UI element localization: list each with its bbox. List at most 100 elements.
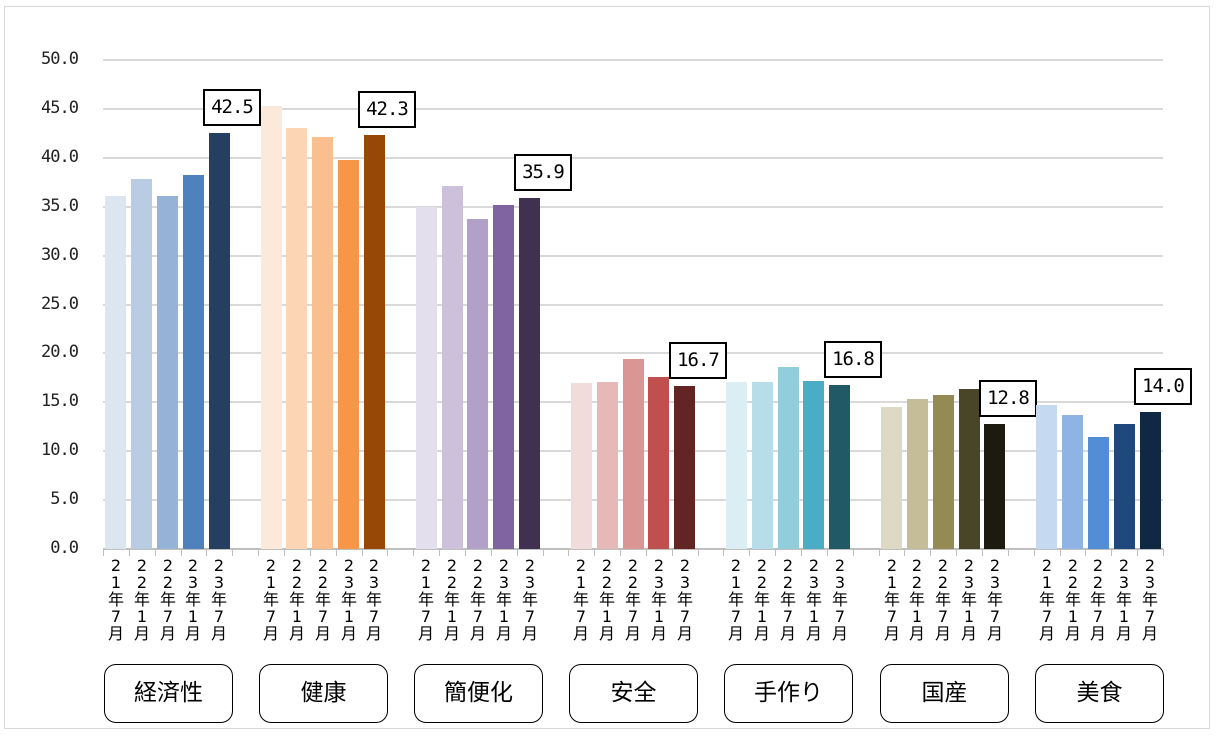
x-tick-mark — [491, 549, 492, 556]
bar-経済性-23年7月 — [209, 133, 230, 549]
y-tick-label: 20.0 — [41, 342, 79, 363]
bar-手作り-22年1月 — [752, 382, 773, 549]
x-tick-mark — [568, 549, 569, 556]
bar-簡便化-22年1月 — [442, 186, 463, 549]
bar-簡便化-23年1月 — [493, 205, 514, 549]
bar-手作り-23年1月 — [803, 381, 824, 549]
bar-経済性-22年7月 — [157, 196, 178, 549]
data-label: 12.8 — [979, 380, 1037, 417]
category-label-安全: 安全 — [569, 664, 698, 723]
x-tick-mark — [362, 549, 363, 556]
bar-国産-22年7月 — [933, 395, 954, 549]
y-tick-label: 25.0 — [41, 293, 79, 314]
bar-健康-22年7月 — [312, 137, 333, 549]
x-tick-mark — [1008, 549, 1009, 556]
bar-安全-23年1月 — [648, 377, 669, 549]
y-tick-label: 35.0 — [41, 195, 79, 216]
x-tick-mark — [749, 549, 750, 556]
x-tick-mark — [956, 549, 957, 556]
bar-手作り-21年7月 — [726, 382, 747, 549]
x-tick-mark — [1137, 549, 1138, 556]
x-tick-mark — [1034, 549, 1035, 556]
x-tick-mark — [232, 549, 233, 556]
y-tick-label: 50.0 — [41, 49, 79, 69]
bar-健康-23年7月 — [364, 135, 385, 549]
x-tick-mark — [646, 549, 647, 556]
category-label-手作り: 手作り — [724, 664, 853, 723]
x-tick-mark — [103, 549, 104, 556]
bar-安全-23年7月 — [674, 386, 695, 549]
bar-国産-23年7月 — [984, 424, 1005, 549]
bar-経済性-23年1月 — [183, 175, 204, 549]
x-tick-mark — [439, 549, 440, 556]
x-tick-mark — [879, 549, 880, 556]
bar-手作り-22年7月 — [778, 367, 799, 549]
x-tick-mark — [206, 549, 207, 556]
gridline — [103, 156, 1163, 159]
x-tick-mark — [982, 549, 983, 556]
data-label: 16.7 — [669, 342, 727, 379]
x-tick-mark — [698, 549, 699, 556]
bar-美食-22年7月 — [1088, 437, 1109, 549]
x-tick-mark — [827, 549, 828, 556]
bar-安全-22年1月 — [597, 382, 618, 549]
y-tick-label: 5.0 — [50, 489, 79, 510]
x-tick-mark — [672, 549, 673, 556]
bar-美食-23年7月 — [1140, 412, 1161, 549]
x-tick-mark — [413, 549, 414, 556]
category-label-簡便化: 簡便化 — [414, 664, 543, 723]
y-tick-label: 45.0 — [41, 97, 79, 118]
data-label: 14.0 — [1134, 368, 1192, 405]
bar-簡便化-23年7月 — [519, 198, 540, 549]
x-tick-mark — [775, 549, 776, 556]
gridline — [103, 254, 1163, 257]
bar-経済性-21年7月 — [105, 196, 126, 549]
x-axis-line — [103, 548, 1163, 550]
data-label: 16.8 — [824, 341, 882, 378]
x-tick-mark — [1111, 549, 1112, 556]
y-tick-label: 10.0 — [41, 440, 79, 461]
y-tick-label: 40.0 — [41, 146, 79, 167]
bar-安全-22年7月 — [623, 359, 644, 549]
x-tick-mark — [387, 549, 388, 556]
x-tick-mark — [284, 549, 285, 556]
x-tick-mark — [181, 549, 182, 556]
y-tick-label: 30.0 — [41, 244, 79, 265]
x-tick-mark — [310, 549, 311, 556]
gridline — [103, 107, 1163, 110]
x-tick-mark — [723, 549, 724, 556]
y-tick-label: 15.0 — [41, 391, 79, 412]
x-tick-mark — [258, 549, 259, 556]
x-tick-mark — [853, 549, 854, 556]
bar-国産-21年7月 — [881, 407, 902, 549]
gridline — [103, 205, 1163, 208]
bar-国産-22年1月 — [907, 399, 928, 549]
bar-安全-21年7月 — [571, 383, 592, 549]
bar-簡便化-22年7月 — [467, 219, 488, 549]
gridline — [103, 59, 1163, 61]
